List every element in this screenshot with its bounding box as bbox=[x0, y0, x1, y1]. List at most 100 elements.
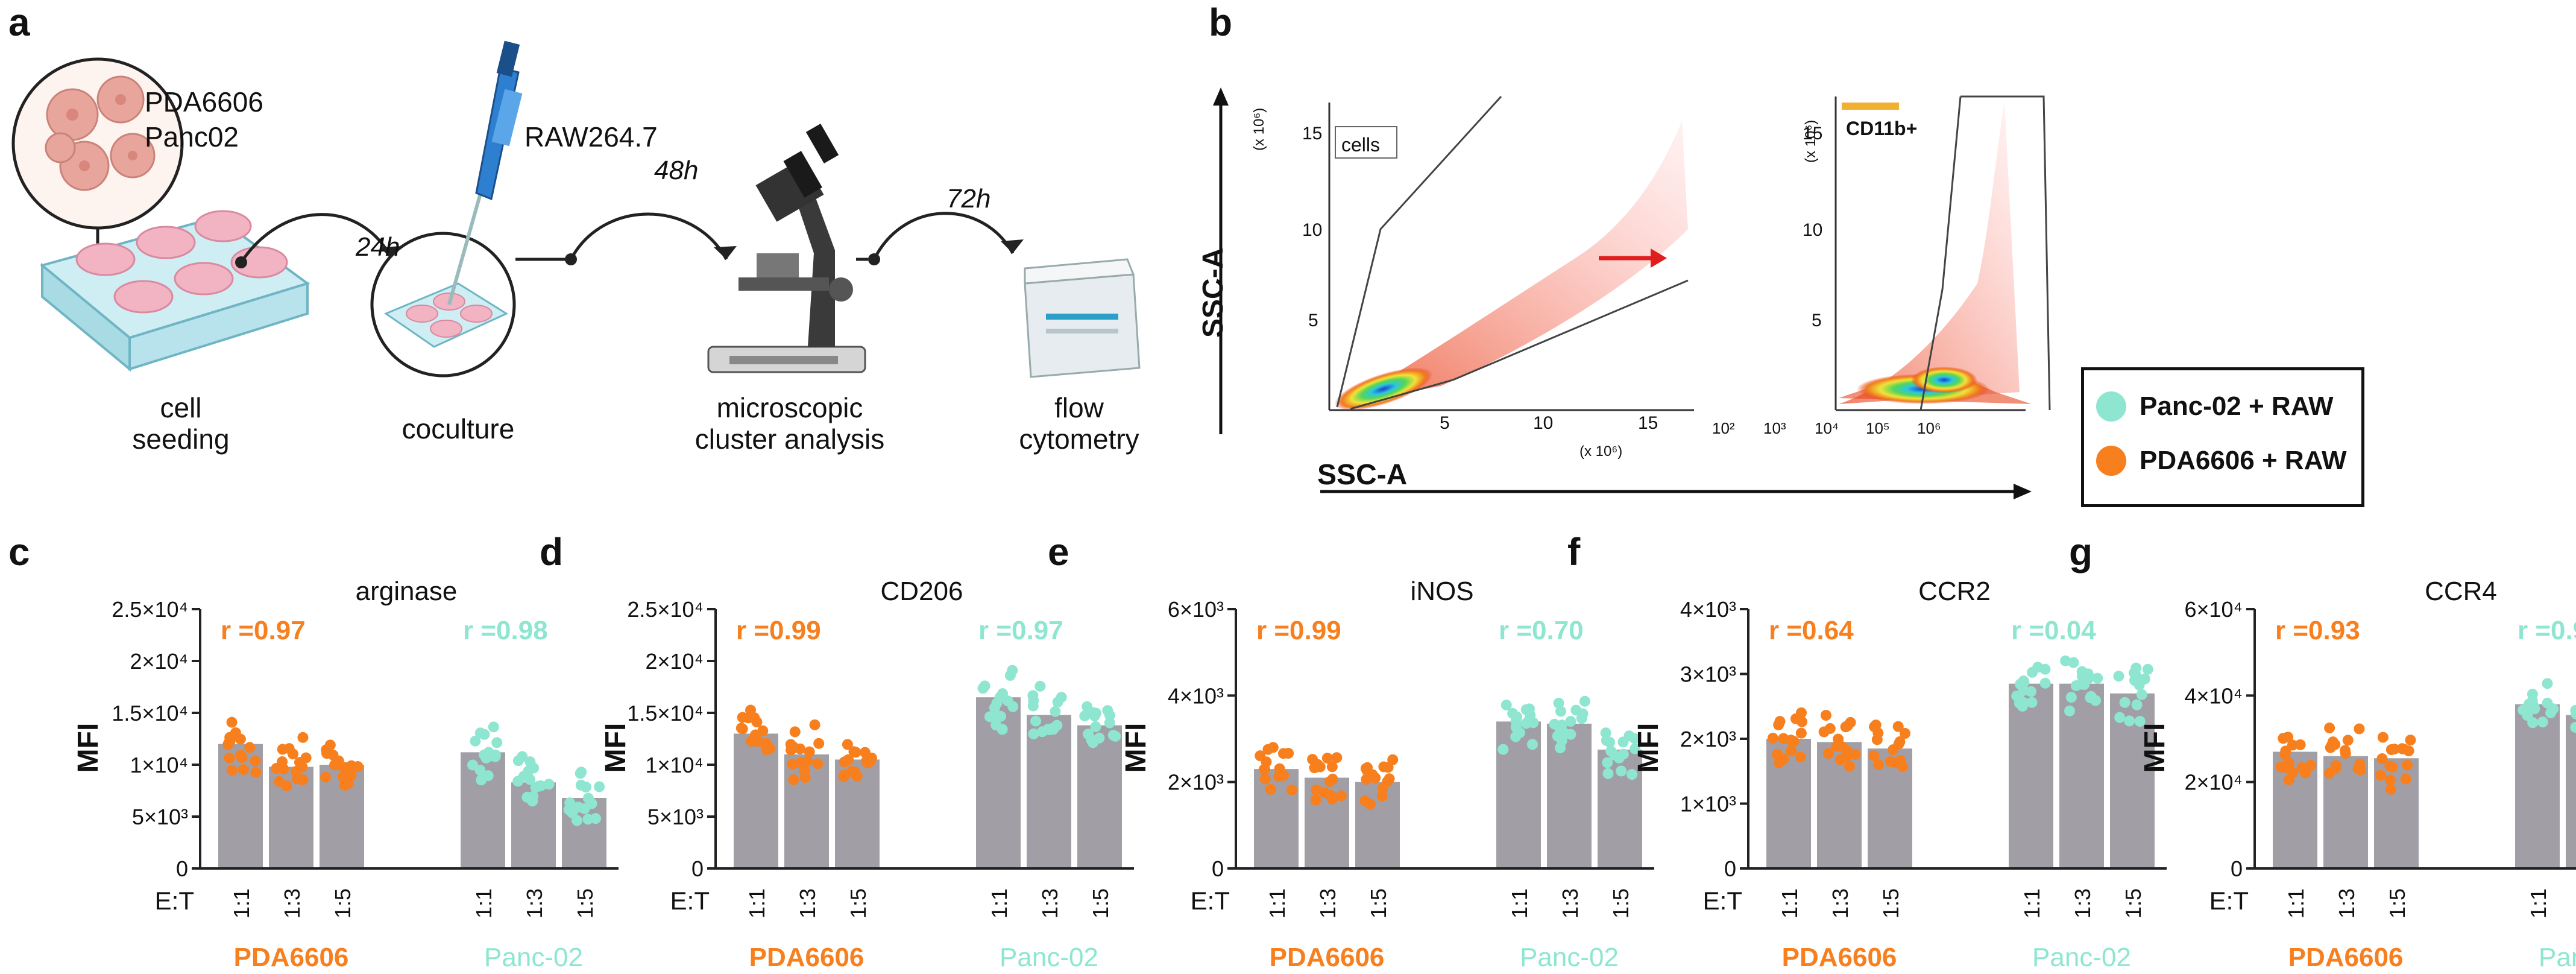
data-point-c bbox=[300, 752, 312, 764]
data-point-f bbox=[2039, 677, 2051, 689]
step-1-line-1: cell bbox=[160, 392, 202, 423]
data-point-e bbox=[1259, 773, 1271, 785]
data-point-c bbox=[530, 782, 541, 793]
chart-f bbox=[1740, 608, 2167, 870]
y-axis-title-d: MFI bbox=[600, 723, 632, 773]
bar-d-0 bbox=[734, 733, 778, 868]
plot1-ytick-15: 15 bbox=[1302, 124, 1323, 144]
r-value-pda-g: r =0.93 bbox=[2275, 616, 2360, 645]
x-tick-label-c: 1:3 bbox=[522, 888, 547, 919]
data-point-e bbox=[1255, 750, 1266, 762]
data-point-g bbox=[2287, 767, 2299, 779]
data-point-g bbox=[2385, 783, 2396, 795]
bar-g-4 bbox=[2566, 715, 2576, 868]
x-tick-label-e: 1:1 bbox=[1265, 888, 1290, 919]
y-tick-label-e: 2×10³ bbox=[1168, 770, 1224, 795]
r-value-pda-c: r =0.97 bbox=[221, 616, 306, 645]
data-point-g bbox=[2324, 723, 2335, 734]
data-point-c bbox=[575, 779, 587, 791]
bar-e-4 bbox=[1547, 723, 1592, 868]
data-point-e bbox=[1616, 765, 1627, 777]
data-point-f bbox=[1795, 727, 1807, 739]
step-4-line-1: flow bbox=[1054, 392, 1104, 423]
data-point-f bbox=[1795, 751, 1806, 763]
reagent-label: RAW264.7 bbox=[524, 121, 658, 153]
panel-label-c: c bbox=[8, 530, 30, 574]
data-point-f bbox=[1831, 741, 1842, 752]
data-point-c bbox=[491, 737, 503, 748]
data-point-g bbox=[2387, 762, 2398, 773]
data-point-c bbox=[527, 791, 539, 802]
bar-e-0 bbox=[1254, 769, 1299, 868]
data-point-e bbox=[1623, 730, 1635, 742]
data-point-d bbox=[848, 746, 860, 757]
x-tick-label-f: 1:1 bbox=[2020, 888, 2044, 919]
data-point-d bbox=[789, 726, 801, 738]
x-tick-label-d: 1:1 bbox=[745, 888, 769, 919]
panel-label-b: b bbox=[1209, 1, 1233, 44]
x-tick-label-g: 1:1 bbox=[2526, 888, 2551, 919]
step-3-line-1: microscopic bbox=[716, 392, 863, 423]
data-point-c bbox=[582, 792, 594, 804]
data-point-f bbox=[2128, 667, 2140, 678]
r-value-panc-c: r =0.98 bbox=[463, 616, 548, 645]
cell-line-1: PDA6606 bbox=[145, 86, 263, 118]
step-label-microscopy: microscopic cluster analysis bbox=[675, 392, 904, 455]
x-tick-label-g: 1:3 bbox=[2334, 888, 2359, 919]
time-label-1: 24h bbox=[356, 232, 400, 262]
data-point-d bbox=[795, 757, 807, 768]
data-point-f bbox=[2065, 692, 2077, 703]
et-label-f: E:T bbox=[1703, 887, 1742, 915]
x-tick-label-d: 1:5 bbox=[1088, 888, 1113, 919]
data-point-f bbox=[2119, 697, 2130, 708]
data-point-f bbox=[1820, 710, 1831, 721]
data-point-g bbox=[2385, 744, 2397, 755]
gating-panel bbox=[1213, 87, 2051, 499]
data-point-e bbox=[1600, 727, 1611, 739]
chart-c bbox=[192, 608, 619, 870]
data-point-c bbox=[543, 779, 555, 790]
data-point-d bbox=[997, 688, 1009, 700]
data-point-f bbox=[2060, 655, 2071, 666]
data-point-g bbox=[2377, 732, 2389, 743]
data-point-d bbox=[984, 711, 995, 723]
data-point-d bbox=[989, 702, 1000, 713]
data-point-e bbox=[1553, 697, 1564, 709]
data-point-e bbox=[1262, 744, 1274, 755]
data-point-g bbox=[2542, 697, 2553, 709]
workflow-illustration bbox=[11, 40, 1141, 378]
bar-g-3 bbox=[2515, 704, 2560, 868]
data-point-d bbox=[742, 712, 754, 724]
data-point-c bbox=[524, 756, 536, 768]
data-point-c bbox=[573, 802, 584, 813]
group-label-pda-f: PDA6606 bbox=[1782, 943, 1897, 972]
data-point-f bbox=[2026, 686, 2037, 697]
y-tick-label-c: 0 bbox=[176, 856, 188, 881]
chart-g bbox=[2246, 608, 2576, 870]
data-point-g bbox=[2282, 732, 2294, 743]
data-point-g bbox=[2296, 762, 2308, 773]
legend-dot-panc bbox=[2096, 391, 2126, 422]
legend-label-pda: PDA6606 + RAW bbox=[2140, 446, 2347, 475]
data-point-e bbox=[1630, 743, 1641, 754]
data-point-g bbox=[2570, 704, 2576, 716]
data-point-f bbox=[2018, 677, 2030, 688]
data-point-c bbox=[576, 767, 587, 778]
y-tick-label-g: 6×10⁴ bbox=[2184, 597, 2243, 622]
data-point-e bbox=[1364, 798, 1376, 810]
data-point-d bbox=[1027, 700, 1039, 712]
data-point-f bbox=[2142, 663, 2153, 675]
panel-label-e: e bbox=[1048, 530, 1069, 574]
data-point-e bbox=[1523, 703, 1535, 715]
data-point-f bbox=[2032, 662, 2044, 673]
y-tick-label-g: 2×10⁴ bbox=[2184, 770, 2243, 795]
data-point-e bbox=[1507, 707, 1519, 719]
data-point-g bbox=[2354, 723, 2365, 735]
data-point-c bbox=[512, 755, 524, 767]
et-label-d: E:T bbox=[670, 887, 710, 915]
data-point-c bbox=[512, 776, 524, 787]
data-point-d bbox=[1030, 715, 1042, 727]
data-point-g bbox=[2283, 757, 2294, 768]
data-point-d bbox=[1104, 717, 1115, 729]
data-point-f bbox=[2136, 689, 2147, 700]
